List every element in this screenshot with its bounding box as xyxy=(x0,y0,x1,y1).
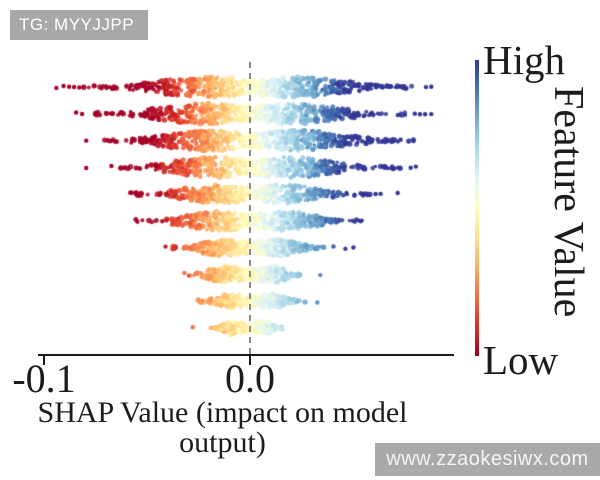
zero-dashed-line xyxy=(249,62,251,354)
colorbar-low-label: Low xyxy=(483,337,559,383)
watermark-badge: www.zzaokesiwx.com xyxy=(375,443,600,476)
colorbar-high-label: High xyxy=(483,37,565,83)
colorbar-axis-label: Feature Value xyxy=(545,86,591,318)
x-axis-line xyxy=(38,354,454,356)
x-tick-neg xyxy=(43,356,45,365)
x-axis-label: SHAP Value (impact on model output) xyxy=(37,396,408,459)
colorbar-gradient xyxy=(475,60,479,356)
x-tick-label-zero: 0.0 xyxy=(225,356,275,401)
x-tick-zero xyxy=(249,356,251,365)
x-tick-label-neg: -0.1 xyxy=(12,356,76,401)
